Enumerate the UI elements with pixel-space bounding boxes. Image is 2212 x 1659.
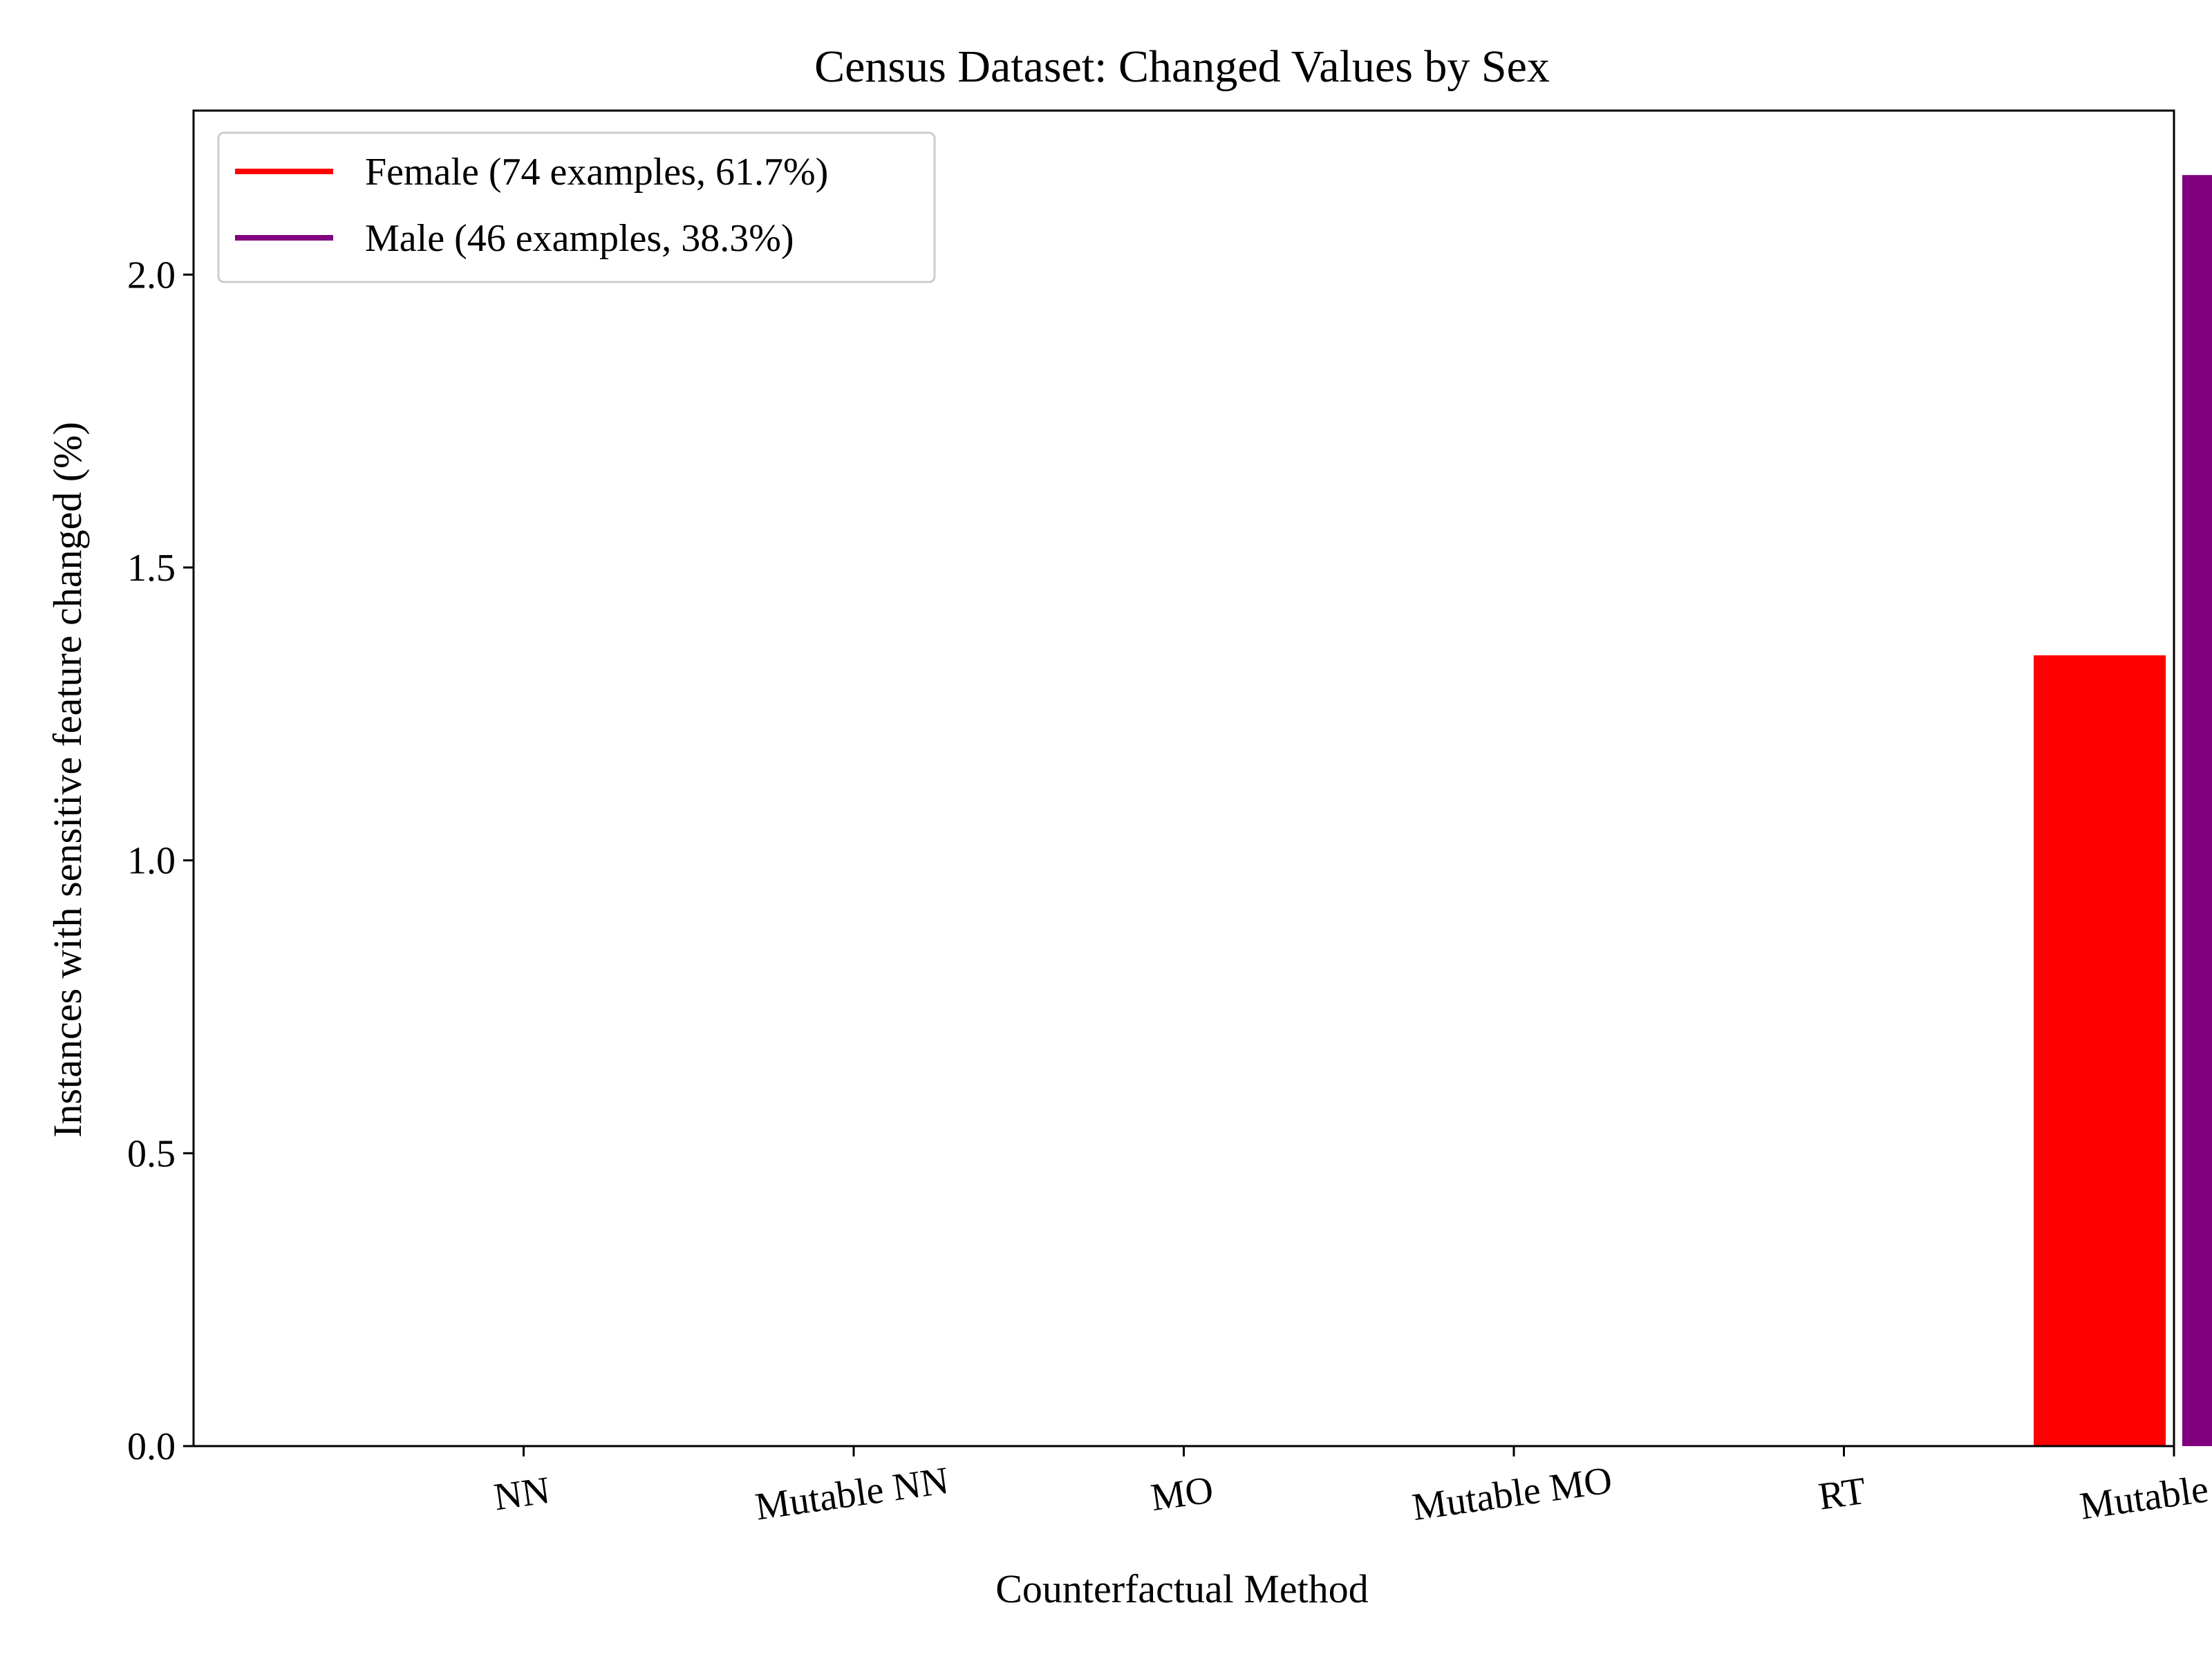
y-tick-label: 2.0 (127, 254, 176, 297)
plot-background (194, 111, 2174, 1446)
x-tick-label: RT (1816, 1470, 1868, 1519)
x-axis-label: Counterfactual Method (995, 1566, 1369, 1611)
y-tick-label: 1.0 (127, 840, 176, 883)
plot-area (194, 111, 2174, 1446)
axes: 0.00.51.01.52.0NN Mutable NN MO Mutable MO R… (127, 109, 2212, 1529)
bars (2034, 175, 2212, 1446)
legend-box (217, 131, 936, 283)
y-tick-label: 0.0 (127, 1425, 176, 1468)
x-tick-label: NN (491, 1469, 553, 1519)
y-axis-label: Instances with sensitive feature changed… (45, 422, 90, 1138)
bar-female-6 (2034, 655, 2166, 1446)
legend-label-male: Male (46 examples, 38.3%) (365, 217, 794, 260)
y-tick-label: 1.5 (127, 547, 176, 590)
chart-title: Census Dataset: Changed Values by Sex (814, 41, 1550, 92)
legend-label-female: Female (74 examples, 61.7%) (365, 151, 828, 194)
legend: Female (74 examples, 61.7%) Male (46 exam… (217, 131, 936, 283)
y-tick-label: 0.5 (127, 1132, 176, 1175)
x-tick-label: MO (1148, 1468, 1216, 1519)
bar-male-6 (2182, 175, 2212, 1446)
